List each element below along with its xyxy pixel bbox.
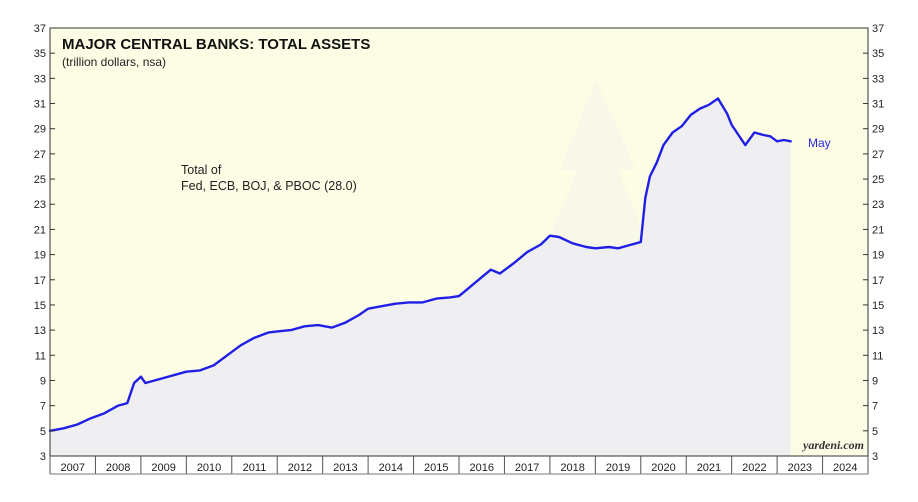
annotation-line-2: Fed, ECB, BOJ, & PBOC (28.0): [181, 179, 357, 193]
y-tick-label-right: 7: [872, 401, 878, 413]
x-tick-label: 2009: [151, 462, 175, 474]
y-tick-label-left: 19: [34, 250, 46, 262]
y-tick-label-right: 15: [872, 300, 884, 312]
x-tick-label: 2012: [288, 462, 312, 474]
y-tick-label-right: 27: [872, 149, 884, 161]
end-label: May: [808, 136, 831, 150]
y-tick-label-left: 35: [34, 48, 46, 60]
y-tick-label-left: 11: [35, 350, 46, 362]
y-tick-label-left: 29: [34, 124, 46, 136]
chart-subtitle: (trillion dollars, nsa): [62, 55, 166, 69]
x-tick-label: 2015: [424, 462, 448, 474]
x-tick-label: 2023: [788, 462, 812, 474]
annotation-line-1: Total of: [181, 163, 222, 177]
y-tick-label-right: 25: [872, 174, 884, 186]
x-tick-label: 2020: [651, 462, 675, 474]
x-tick-label: 2022: [742, 462, 766, 474]
y-tick-label-left: 13: [34, 325, 46, 337]
y-tick-label-left: 17: [34, 275, 46, 287]
y-tick-label-left: 23: [34, 199, 46, 211]
y-tick-label-right: 11: [872, 350, 883, 362]
x-tick-label: 2017: [515, 462, 539, 474]
source-credit: yardeni.com: [801, 438, 864, 452]
x-tick-label: 2007: [60, 462, 84, 474]
y-tick-label-left: 31: [34, 99, 46, 111]
chart-title: MAJOR CENTRAL BANKS: TOTAL ASSETS: [62, 36, 370, 53]
x-axis: 2007 2008 2009 2010 2011 2012 2013 2014 2015 2016…: [49, 456, 869, 475]
y-tick-label-left: 27: [34, 149, 46, 161]
x-tick-label: 2019: [606, 462, 630, 474]
y-tick-label-left: 25: [34, 174, 46, 186]
x-tick-label: 2014: [379, 462, 403, 474]
y-tick-label-right: 35: [872, 48, 884, 60]
y-tick-label-right: 13: [872, 325, 884, 337]
y-tick-label-left: 3: [40, 451, 46, 463]
y-tick-label-right: 5: [872, 426, 878, 438]
x-tick-label: 2013: [333, 462, 357, 474]
y-tick-label-right: 37: [872, 23, 884, 35]
y-tick-label-left: 9: [40, 375, 46, 387]
y-tick-label-right: 19: [872, 250, 884, 262]
x-tick-label: 2011: [243, 462, 267, 474]
x-tick-label: 2021: [697, 462, 721, 474]
y-tick-label-right: 31: [872, 99, 884, 111]
y-tick-label-right: 17: [872, 275, 884, 287]
area-fill: [50, 98, 791, 456]
x-tick-label: 2008: [106, 462, 130, 474]
x-tick-label: 2016: [469, 462, 493, 474]
y-tick-label-right: 3: [872, 451, 878, 463]
y-tick-label-left: 21: [34, 224, 46, 236]
y-tick-label-left: 7: [40, 401, 46, 413]
y-tick-label-left: 37: [34, 23, 46, 35]
y-tick-label-right: 33: [872, 73, 884, 85]
y-tick-label-left: 33: [34, 73, 46, 85]
x-tick-label: 2018: [560, 462, 584, 474]
y-tick-label-right: 29: [872, 124, 884, 136]
x-tick-label: 2024: [833, 462, 857, 474]
y-tick-label-right: 23: [872, 199, 884, 211]
x-tick-label: 2010: [197, 462, 221, 474]
data-line: [48, 97, 792, 432]
y-tick-label-left: 5: [40, 426, 46, 438]
y-tick-label-left: 15: [34, 300, 46, 312]
y-tick-label-right: 9: [872, 375, 878, 387]
y-tick-label-right: 21: [872, 224, 884, 236]
